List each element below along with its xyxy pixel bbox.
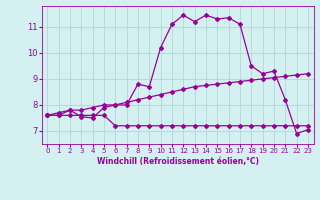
- X-axis label: Windchill (Refroidissement éolien,°C): Windchill (Refroidissement éolien,°C): [97, 157, 259, 166]
